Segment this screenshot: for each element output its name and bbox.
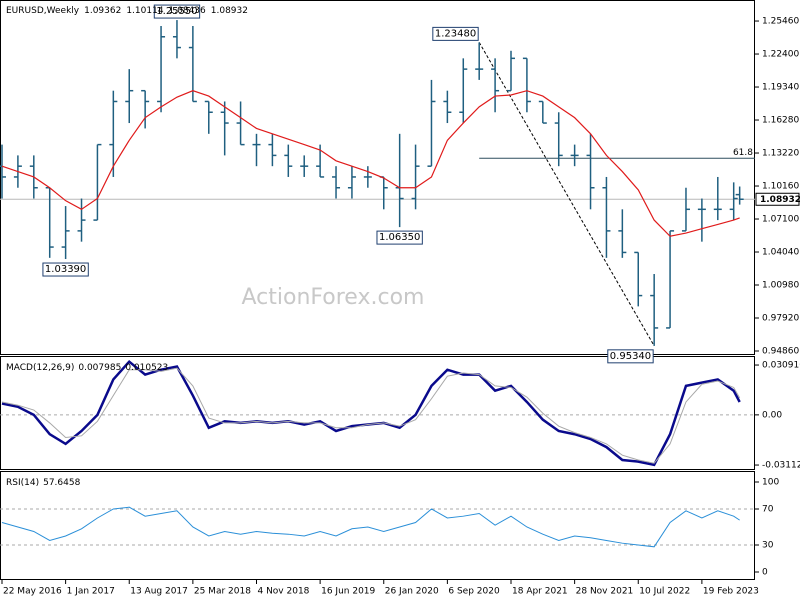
x-tick-label: 10 Jul 2022 xyxy=(639,587,690,597)
x-tick-label: 26 Jan 2020 xyxy=(385,587,439,597)
main-panel xyxy=(0,0,755,355)
price-annotation: 0.95340 xyxy=(607,349,654,364)
y-tick-label: 1.10160 xyxy=(762,182,799,192)
y-tick-label: 0.00 xyxy=(762,410,782,420)
annotation-box xyxy=(432,26,479,41)
annotation-box xyxy=(607,349,654,364)
price-annotation: 1.03390 xyxy=(42,262,89,277)
chart-header: EURUSD,Weekly 1.09362 1.10114 1.08436 1.0893… xyxy=(6,6,248,16)
indicator-line xyxy=(1,359,741,467)
indicator-title: RSI(14) xyxy=(6,478,39,488)
y-tick-label: 1.16280 xyxy=(762,116,799,126)
annotation-box xyxy=(42,262,89,277)
y-tick-label: 100 xyxy=(762,477,779,487)
indicator-value: 57.6458 xyxy=(43,478,80,488)
y-tick-label: 0.030916 xyxy=(762,361,800,371)
annotation-label: 1.03390 xyxy=(45,264,86,275)
y-tick-label: 0.94860 xyxy=(762,347,799,357)
indicator-value: 0.010523 xyxy=(125,363,168,373)
indicator-value: 0.007985 xyxy=(78,363,121,373)
indicator-title: MACD(12,26,9) xyxy=(6,363,74,373)
annotation-box xyxy=(153,4,201,19)
x-tick-label: 13 Aug 2017 xyxy=(130,587,188,597)
rsi-panel xyxy=(0,471,755,580)
y-tick-label: 1.04040 xyxy=(762,248,799,258)
y-tick-label: 1.19340 xyxy=(762,83,799,93)
x-tick-label: 28 Nov 2021 xyxy=(576,587,634,597)
indicator-line xyxy=(1,506,740,548)
annotation-box xyxy=(376,230,423,245)
header-open: 1.09362 xyxy=(84,6,121,16)
y-tick-label: -0.031124 xyxy=(762,461,800,471)
y-tick-label: 1.13220 xyxy=(762,149,799,159)
y-tick-label: 0.97920 xyxy=(762,314,799,324)
moving-average xyxy=(1,90,740,237)
x-tick-label: 22 May 2016 xyxy=(3,587,62,597)
y-tick-label: 70 xyxy=(762,504,774,514)
header-high: 1.10114 xyxy=(126,6,163,16)
annotation-label: 1.06350 xyxy=(379,232,420,243)
price-annotation: 1.25550 xyxy=(153,4,201,19)
annotation-label: 1.23480 xyxy=(435,28,476,39)
x-tick-label: 18 Apr 2021 xyxy=(512,587,568,597)
y-tick-label: 1.00980 xyxy=(762,281,799,291)
x-tick-label: 16 Jun 2019 xyxy=(321,587,375,597)
y-tick-label: 1.22400 xyxy=(762,50,799,60)
header-low: 1.08436 xyxy=(169,6,206,16)
macd-panel xyxy=(0,356,755,470)
watermark: ActionForex.com xyxy=(242,285,425,310)
y-tick-label: 1.07100 xyxy=(762,215,799,225)
fib-label: 61.8 xyxy=(733,148,753,158)
header-close: 1.08932 xyxy=(211,6,248,16)
x-tick-label: 1 Jan 2017 xyxy=(67,587,115,597)
x-tick-label: 19 Feb 2023 xyxy=(703,587,759,597)
indicator-header: MACD(12,26,9) 0.007985 0.010523 xyxy=(6,363,168,373)
y-tick-label: 30 xyxy=(762,540,774,550)
price-tag-box xyxy=(755,192,800,206)
y-tick-label: 1.25460 xyxy=(762,17,799,27)
price-tag-label: 1.08932 xyxy=(760,195,800,205)
trend-line xyxy=(478,42,655,347)
indicator-line xyxy=(1,367,741,464)
x-tick-label: 25 Mar 2018 xyxy=(194,587,251,597)
y-tick-label: 0 xyxy=(762,567,768,577)
annotation-label: 1.25550 xyxy=(156,6,197,17)
x-tick-label: 4 Nov 2018 xyxy=(257,587,309,597)
indicator-header: RSI(14) 57.6458 xyxy=(6,478,81,488)
annotation-label: 0.95340 xyxy=(610,351,651,362)
price-tag: 1.08932 xyxy=(755,192,800,206)
x-tick-label: 6 Sep 2020 xyxy=(448,587,500,597)
price-annotation: 1.06350 xyxy=(376,230,423,245)
symbol-title: EURUSD,Weekly xyxy=(6,6,80,16)
price-annotation: 1.23480 xyxy=(432,26,479,41)
